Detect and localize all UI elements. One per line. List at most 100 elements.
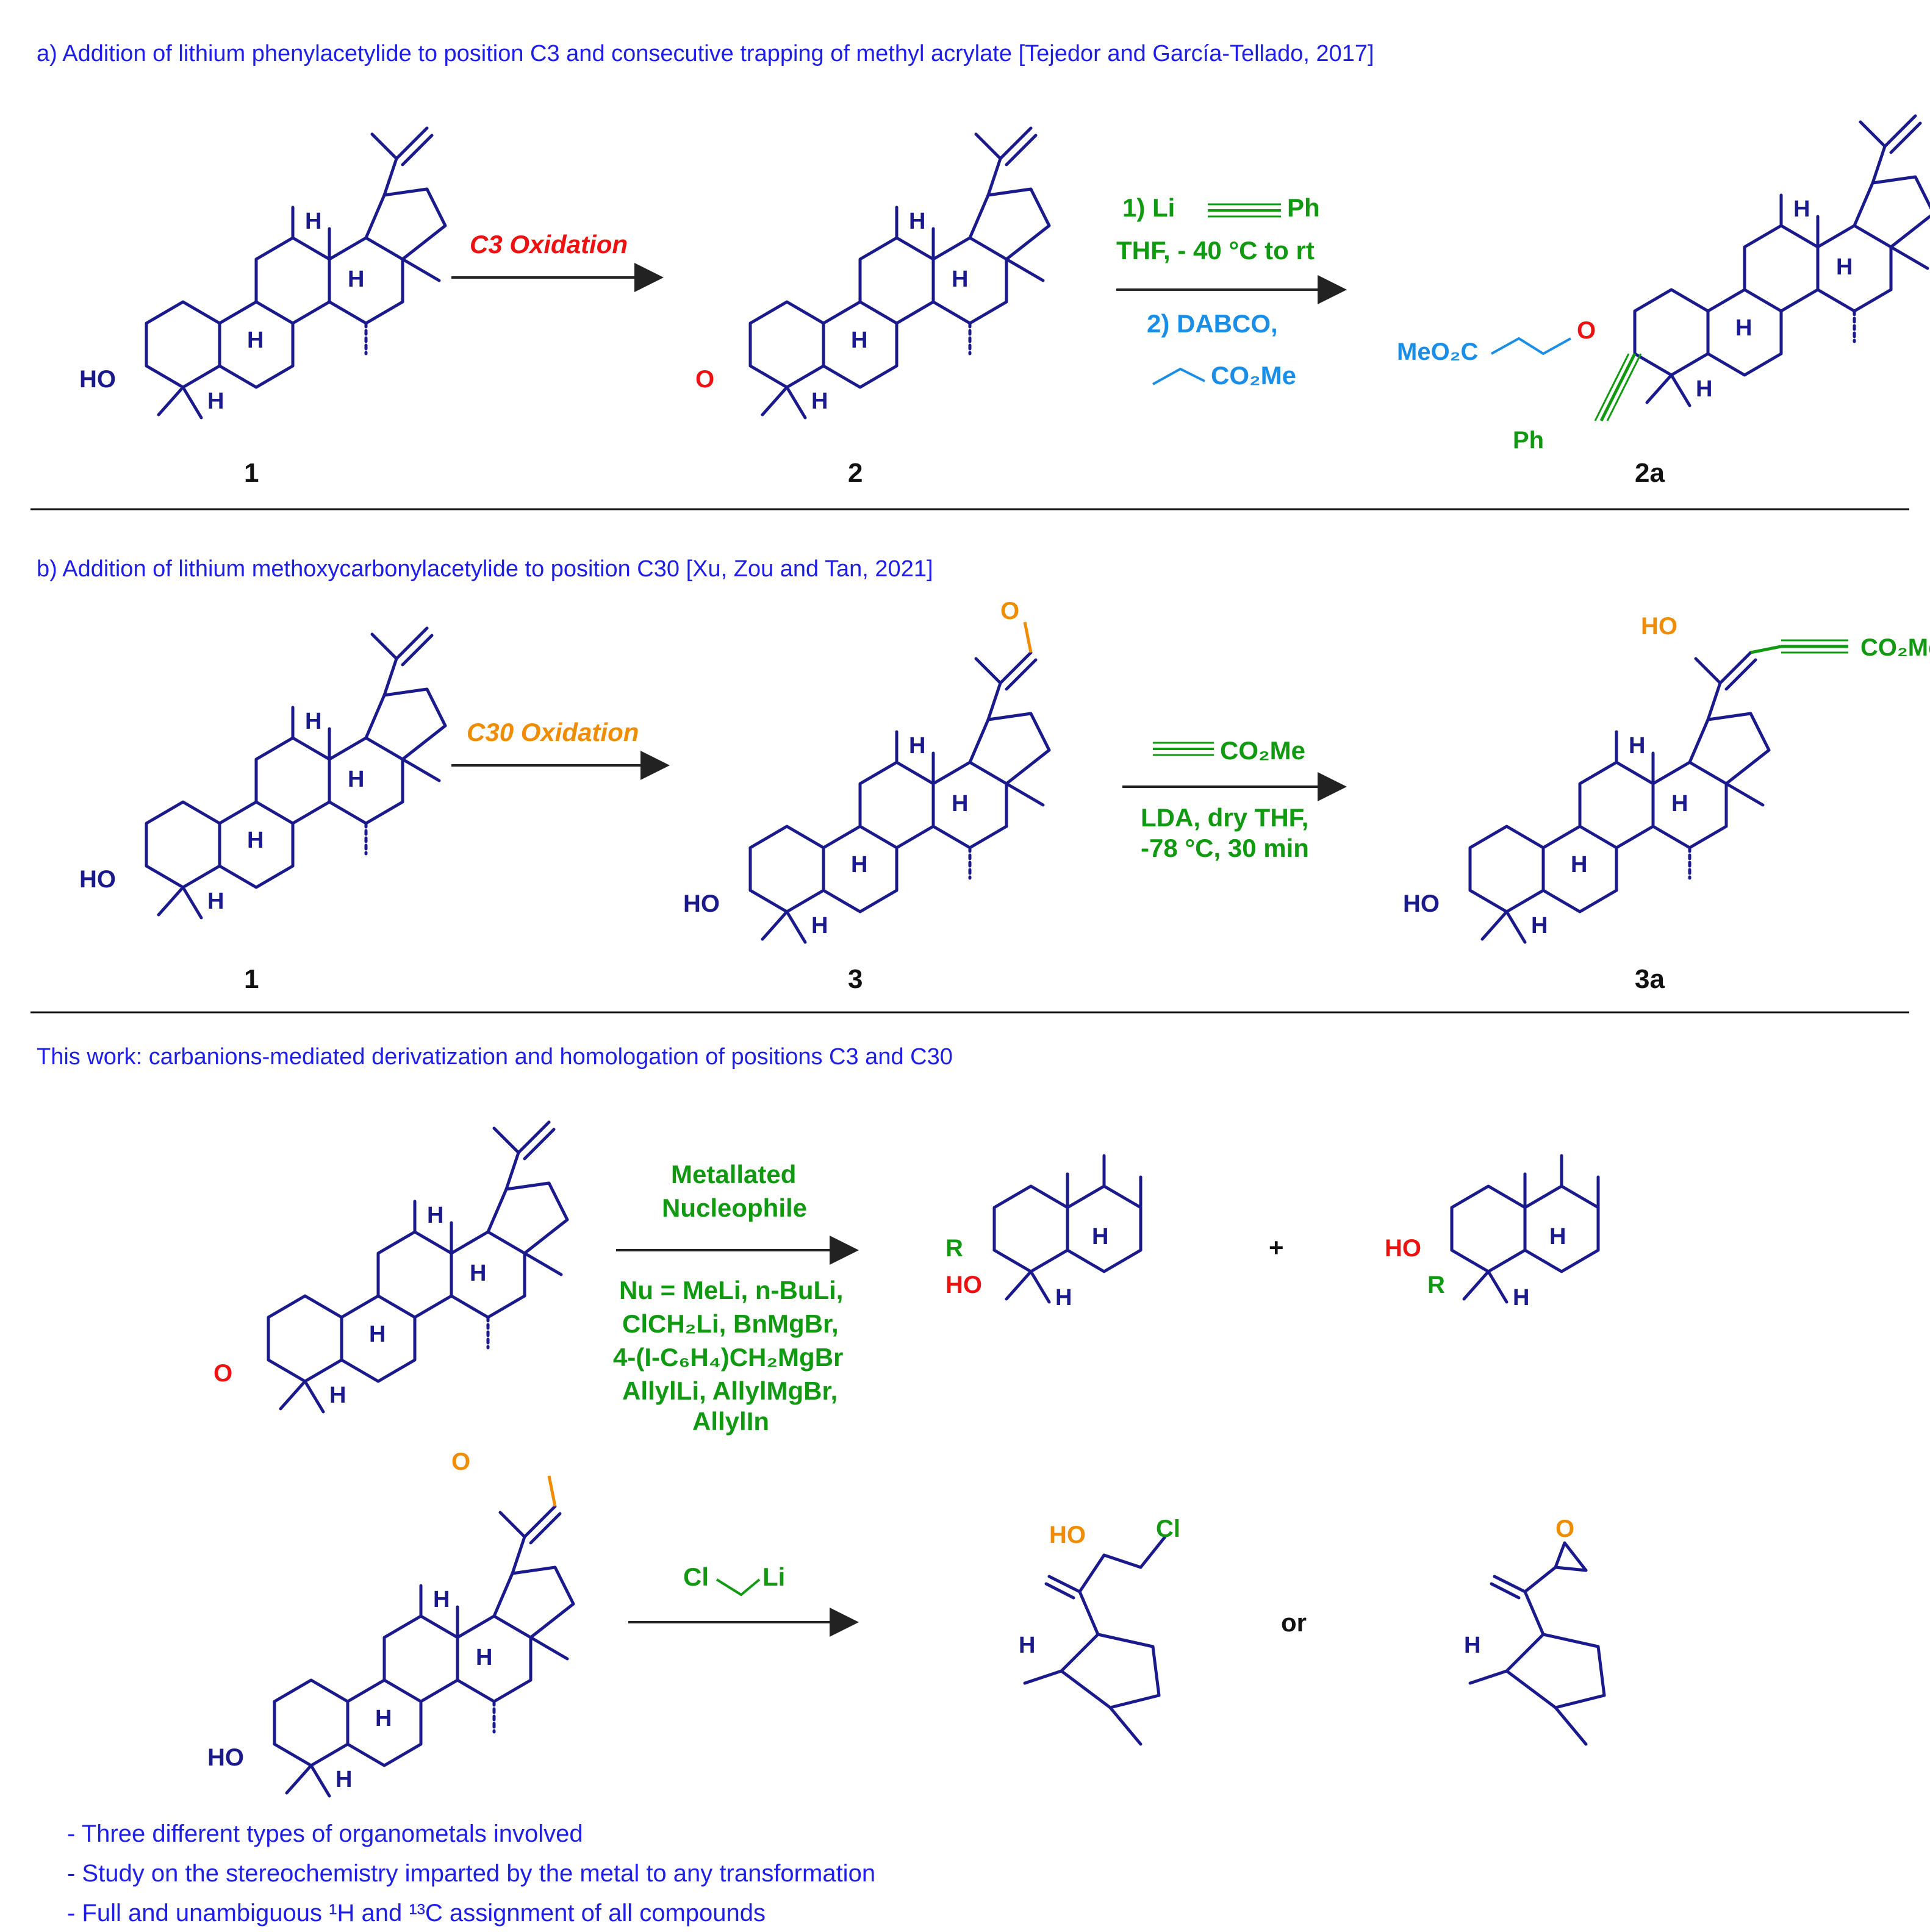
svg-text:H: H bbox=[909, 733, 925, 759]
svg-text:H: H bbox=[375, 1706, 392, 1731]
svg-text:H: H bbox=[470, 1261, 486, 1286]
svg-text:H: H bbox=[811, 388, 828, 414]
svg-text:O: O bbox=[451, 1448, 470, 1475]
svg-text:H: H bbox=[1735, 315, 1752, 341]
condition-temp-time: -78 °C, 30 min bbox=[1141, 834, 1309, 862]
section-a-heading: a) Addition of lithium phenylacetylide t… bbox=[37, 41, 1374, 66]
svg-text:O: O bbox=[213, 1360, 232, 1387]
nu-line-4: AllylLi, AllylMgBr, bbox=[622, 1376, 838, 1405]
compound-2-c: H H H H O bbox=[213, 1122, 567, 1412]
svg-text:O: O bbox=[1000, 598, 1019, 624]
reagent-methyl-propiolate: CO₂Me bbox=[1220, 736, 1305, 765]
svg-text:H: H bbox=[1571, 852, 1587, 878]
svg-text:R: R bbox=[1427, 1272, 1445, 1298]
or-text: or bbox=[1281, 1608, 1307, 1637]
bullet-nmr-assignment: - Full and unambiguous ¹H and ¹³C assign… bbox=[67, 1900, 766, 1927]
svg-text:H: H bbox=[247, 327, 264, 353]
svg-text:H: H bbox=[1836, 254, 1853, 280]
arrow-label-c30-oxidation: C30 Oxidation bbox=[467, 718, 639, 746]
svg-text:H: H bbox=[476, 1645, 492, 1670]
svg-text:H: H bbox=[952, 791, 968, 817]
compound-label-2: 2 bbox=[848, 458, 863, 488]
svg-text:HO: HO bbox=[79, 366, 116, 393]
nu-line-5: AllylIn bbox=[692, 1407, 769, 1436]
compound-label-1-b: 1 bbox=[244, 964, 259, 994]
svg-text:HO: HO bbox=[207, 1744, 244, 1771]
product-chlorohydrin: HO Cl H bbox=[1019, 1515, 1180, 1746]
svg-text:H: H bbox=[305, 709, 321, 734]
svg-text:H: H bbox=[305, 209, 321, 234]
svg-text:H: H bbox=[1019, 1633, 1035, 1658]
svg-text:H: H bbox=[1629, 733, 1645, 759]
svg-text:H: H bbox=[1696, 376, 1712, 402]
svg-text:H: H bbox=[369, 1322, 386, 1347]
svg-text:H: H bbox=[207, 889, 224, 914]
section-c-heading: This work: carbanions-mediated derivatiz… bbox=[37, 1044, 953, 1070]
svg-text:HO: HO bbox=[1385, 1235, 1421, 1262]
compound-3-c: H H H H HO O bbox=[207, 1448, 573, 1796]
svg-text:H: H bbox=[1531, 913, 1548, 939]
arrow-label-c3-oxidation: C3 Oxidation bbox=[470, 230, 628, 259]
svg-text:H: H bbox=[1092, 1224, 1108, 1250]
svg-text:Cl: Cl bbox=[1156, 1515, 1180, 1542]
product-c3-alpha: H H R HO bbox=[945, 1154, 1143, 1311]
svg-text:O: O bbox=[1577, 317, 1596, 344]
compound-label-3a: 3a bbox=[1635, 964, 1665, 994]
reagent-ph: Ph bbox=[1287, 193, 1320, 222]
svg-text:H: H bbox=[207, 388, 224, 414]
nu-line-1: Nu = MeLi, n-BuLi, bbox=[619, 1276, 843, 1304]
reagent-methyl-acrylate: CO₂Me bbox=[1211, 361, 1296, 390]
compound-3a: H H H H HO CO₂Me HO bbox=[1403, 613, 1930, 942]
label-metallated: Metallated bbox=[671, 1160, 796, 1189]
svg-text:H: H bbox=[348, 267, 364, 292]
svg-text:HO: HO bbox=[683, 890, 720, 917]
svg-text:O: O bbox=[695, 366, 714, 393]
section-b-heading: b) Addition of lithium methoxycarbonylac… bbox=[37, 556, 933, 582]
svg-text:H: H bbox=[909, 209, 925, 234]
svg-text:H: H bbox=[348, 767, 364, 792]
svg-text:H: H bbox=[247, 828, 264, 853]
svg-text:H: H bbox=[433, 1587, 450, 1612]
nu-line-3: 4-(I-C₆H₄)CH₂MgBr bbox=[613, 1343, 843, 1372]
svg-text:H: H bbox=[427, 1203, 443, 1228]
condition-dabco: 2) DABCO, bbox=[1147, 309, 1278, 338]
compound-1-b: H H H H HO bbox=[79, 628, 445, 918]
product-epoxide: O H bbox=[1464, 1515, 1606, 1746]
compound-label-2a: 2a bbox=[1635, 458, 1665, 488]
svg-text:H: H bbox=[335, 1767, 352, 1792]
svg-text:O: O bbox=[1555, 1515, 1574, 1542]
svg-text:HO: HO bbox=[1049, 1522, 1086, 1548]
svg-text:H: H bbox=[1513, 1285, 1529, 1311]
svg-text:H: H bbox=[851, 852, 867, 878]
svg-text:H: H bbox=[1549, 1224, 1566, 1250]
svg-text:R: R bbox=[945, 1235, 963, 1262]
compound-1-a: H H H H HO bbox=[79, 128, 445, 418]
reagent-cl: Cl bbox=[683, 1562, 709, 1591]
bullet-organometals: - Three different types of organometals … bbox=[67, 1820, 583, 1847]
svg-text:H: H bbox=[851, 327, 867, 353]
nu-line-2: ClCH₂Li, BnMgBr, bbox=[622, 1309, 839, 1338]
compound-2a: H H H H O Ph bbox=[1513, 116, 1930, 454]
condition-thf-temp: THF, - 40 °C to rt bbox=[1116, 236, 1315, 265]
compound-2: H H H H O bbox=[695, 128, 1049, 418]
product-c3-beta: H H HO R bbox=[1385, 1154, 1600, 1311]
compound-label-1-a: 1 bbox=[244, 458, 259, 488]
svg-text:H: H bbox=[329, 1383, 346, 1408]
svg-text:HO: HO bbox=[945, 1272, 982, 1298]
bullet-stereochemistry: - Study on the stereochemistry imparted … bbox=[67, 1860, 875, 1887]
reagent-li: Li bbox=[762, 1562, 785, 1591]
svg-text:HO: HO bbox=[1641, 613, 1677, 640]
atom-meo2c: MeO₂C bbox=[1397, 338, 1478, 365]
svg-text:HO: HO bbox=[1403, 890, 1440, 917]
svg-text:H: H bbox=[952, 267, 968, 292]
compound-label-3: 3 bbox=[848, 964, 863, 994]
condition-lda: LDA, dry THF, bbox=[1141, 803, 1308, 832]
compound-3: H H H H HO O bbox=[683, 598, 1049, 942]
svg-text:H: H bbox=[811, 913, 828, 939]
svg-text:H: H bbox=[1671, 791, 1688, 817]
svg-text:Ph: Ph bbox=[1513, 427, 1544, 454]
svg-text:H: H bbox=[1793, 196, 1810, 222]
plus-sign: + bbox=[1269, 1233, 1284, 1262]
svg-text:HO: HO bbox=[79, 866, 116, 893]
